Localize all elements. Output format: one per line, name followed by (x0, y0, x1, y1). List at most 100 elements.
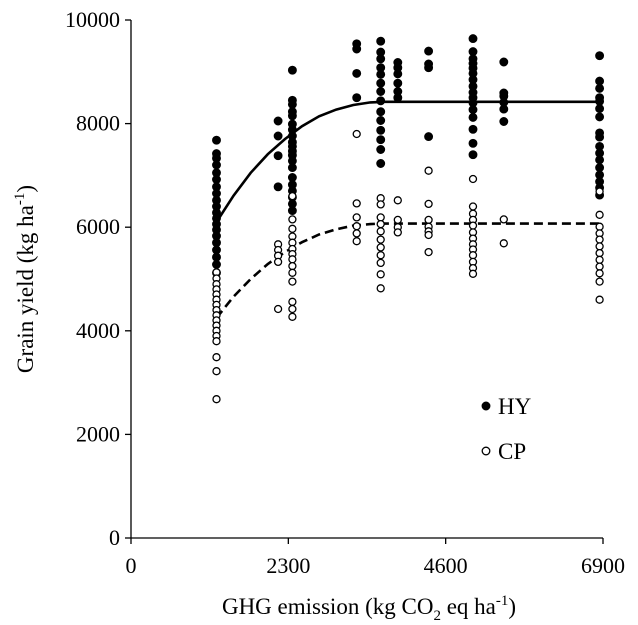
data-point-cp (352, 199, 361, 208)
data-point-hy (287, 206, 297, 216)
data-point-hy (287, 163, 297, 173)
data-point-cp (352, 229, 361, 238)
data-point-cp (468, 269, 478, 278)
data-point-hy (273, 116, 283, 126)
data-point-hy (424, 63, 434, 73)
data-point-hy (273, 182, 283, 192)
y-tick-label: 8000 (76, 111, 120, 136)
data-point-hy (393, 69, 403, 79)
data-point-cp (288, 297, 297, 306)
data-point-hy (393, 78, 403, 88)
data-point-hy (595, 104, 605, 114)
data-point-cp (424, 215, 433, 225)
y-axis-title-suffix: ) (13, 185, 38, 193)
data-point-cp (376, 200, 385, 209)
data-point-cp (468, 202, 478, 211)
legend: HY CP (481, 394, 532, 464)
data-points (212, 34, 605, 404)
data-point-cp (468, 174, 478, 184)
data-point-hy (212, 252, 221, 262)
data-point-hy (499, 104, 509, 114)
data-point-hy (595, 112, 605, 122)
data-point-cp (595, 242, 604, 251)
data-point-cp (212, 367, 221, 376)
fit-line-cp (215, 222, 600, 319)
data-point-cp (499, 239, 508, 248)
tick-labels: 0 2000 4000 6000 8000 10000 0 2300 4600 6900 (65, 7, 625, 578)
data-point-cp (352, 213, 361, 222)
data-point-cp (376, 258, 385, 268)
data-point-cp (376, 227, 385, 236)
data-point-cp (595, 222, 604, 231)
data-point-hy (273, 151, 283, 161)
data-point-hy (595, 96, 605, 106)
data-point-hy (352, 93, 362, 103)
x-axis-title-prefix: GHG emission (kg CO (222, 594, 433, 619)
data-point-cp (273, 304, 283, 314)
data-point-hy (212, 260, 221, 269)
x-axis-title-superscript: -1 (496, 593, 509, 609)
data-point-cp (352, 129, 361, 139)
legend-marker-hy (481, 401, 491, 411)
data-point-hy (376, 69, 386, 79)
y-axis-title-superscript: -1 (12, 193, 28, 206)
data-point-cp (376, 235, 385, 244)
data-point-hy (468, 138, 478, 148)
data-point-hy (468, 150, 478, 160)
data-point-cp (352, 237, 361, 246)
data-point-hy (595, 163, 605, 173)
fit-line-hy (215, 100, 600, 223)
data-point-hy (468, 34, 478, 44)
data-point-cp (393, 215, 402, 225)
data-point-cp (352, 222, 361, 231)
x-tick-label: 2300 (266, 553, 310, 578)
data-point-cp (424, 199, 433, 209)
data-point-cp (273, 257, 283, 267)
data-point-cp (424, 230, 433, 240)
data-point-cp (468, 251, 478, 260)
data-point-cp (288, 224, 297, 233)
data-point-cp (424, 166, 433, 175)
data-point-cp (288, 312, 297, 321)
data-point-cp (376, 219, 385, 229)
data-point-hy (352, 68, 362, 78)
data-point-cp (376, 213, 385, 222)
data-point-cp (376, 270, 385, 279)
axes (130, 20, 603, 539)
data-point-cp (595, 210, 604, 219)
data-point-cp (288, 255, 297, 264)
y-tick-label: 4000 (76, 318, 120, 343)
data-point-hy (376, 159, 386, 168)
y-tick-label: 10000 (65, 7, 120, 32)
data-point-hy (376, 116, 386, 125)
data-point-hy (424, 46, 434, 56)
data-point-cp (595, 248, 604, 258)
data-point-hy (468, 124, 478, 134)
data-point-cp (376, 284, 385, 293)
data-point-hy (212, 135, 221, 145)
data-point-hy (212, 245, 221, 255)
data-point-hy (376, 36, 386, 46)
data-point-cp (288, 277, 297, 286)
data-point-hy (212, 175, 221, 184)
data-point-hy (273, 131, 283, 141)
data-point-hy (376, 54, 386, 64)
data-point-cp (424, 247, 433, 257)
data-point-cp (376, 243, 385, 252)
y-tick-label: 6000 (76, 214, 120, 239)
fit-lines (215, 100, 600, 319)
data-point-cp (393, 196, 402, 205)
data-point-hy (212, 160, 221, 170)
data-point-hy (376, 87, 386, 96)
data-point-hy (499, 117, 509, 126)
data-point-cp (595, 295, 604, 304)
data-point-cp (595, 262, 604, 271)
data-point-hy (468, 112, 478, 122)
x-tick-label: 0 (126, 553, 137, 578)
data-point-hy (393, 93, 403, 103)
data-point-cp (595, 269, 604, 278)
data-point-cp (288, 261, 297, 271)
data-point-cp (499, 215, 508, 224)
data-point-hy (595, 76, 605, 86)
